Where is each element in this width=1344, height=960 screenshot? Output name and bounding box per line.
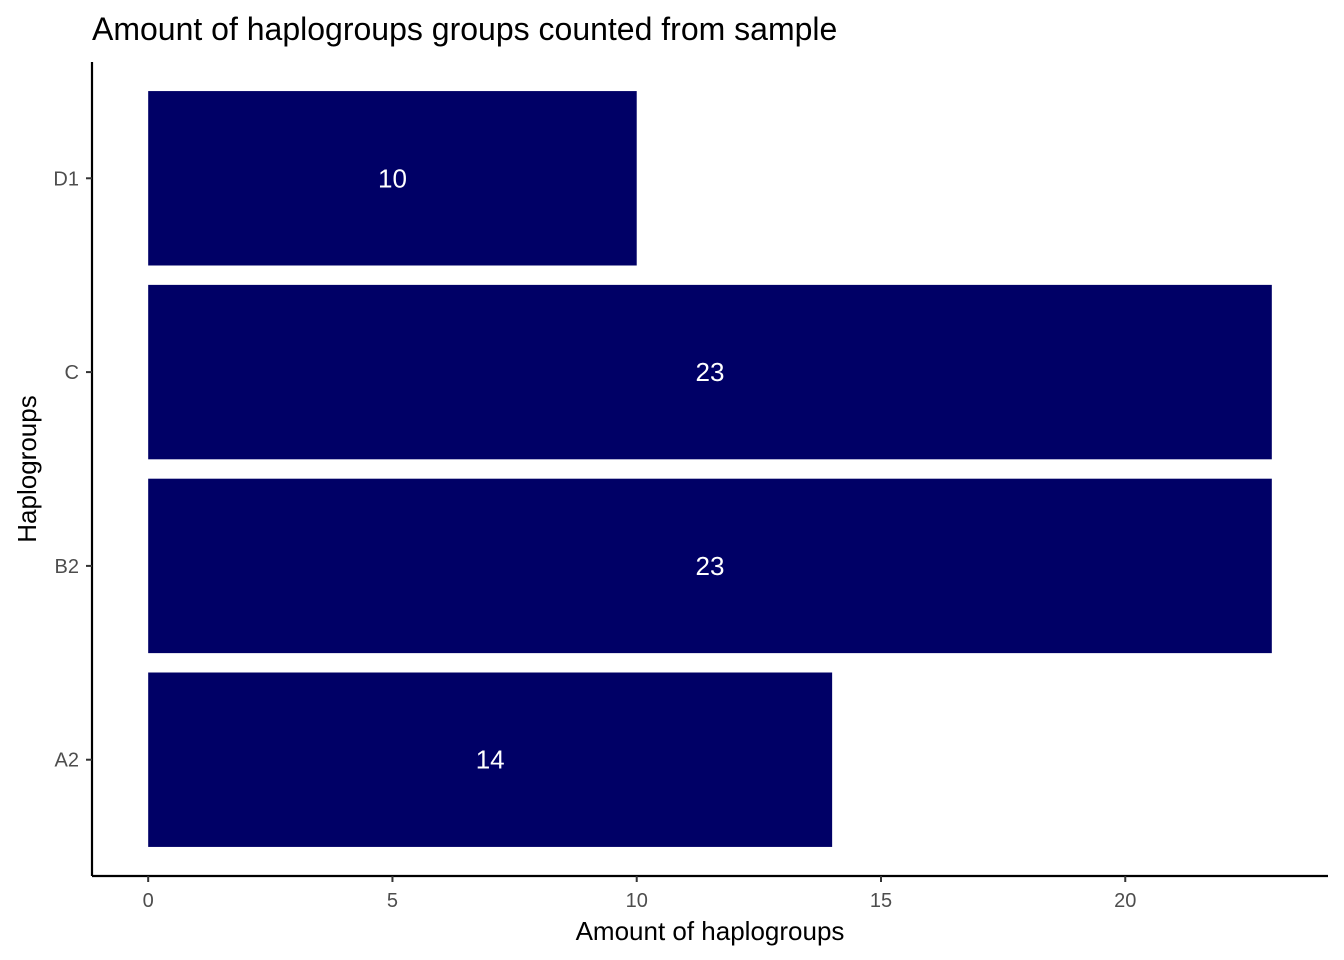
y-axis-title: Haplogroups: [12, 395, 42, 542]
y-tick-label-a2: A2: [55, 750, 79, 772]
x-axis-ticks: 0 5 10 15 20: [143, 876, 1136, 912]
x-tick-label-15: 15: [870, 890, 892, 912]
bar-c: [148, 284, 1272, 460]
bar-a2: [148, 672, 833, 847]
data-labels-group: 14 23 23 10: [378, 163, 724, 774]
data-label-c: 23: [696, 357, 725, 387]
bars-group: [148, 91, 1272, 847]
bar-b2: [148, 478, 1272, 654]
x-tick-label-20: 20: [1114, 890, 1136, 912]
y-tick-label-d1: D1: [53, 168, 79, 190]
y-tick-label-c: C: [65, 362, 79, 384]
y-axis-ticks: A2 B2 C D1: [53, 168, 92, 772]
x-tick-label-0: 0: [143, 890, 154, 912]
y-tick-label-b2: B2: [55, 556, 79, 578]
data-label-b2: 23: [696, 551, 725, 581]
x-tick-label-5: 5: [387, 890, 398, 912]
data-label-d1: 10: [378, 163, 407, 193]
bar-d1: [148, 91, 637, 266]
chart-title: Amount of haplogroups groups counted fro…: [92, 11, 837, 47]
data-label-a2: 14: [476, 745, 505, 775]
x-tick-label-10: 10: [626, 890, 648, 912]
x-axis-title: Amount of haplogroups: [576, 916, 845, 946]
